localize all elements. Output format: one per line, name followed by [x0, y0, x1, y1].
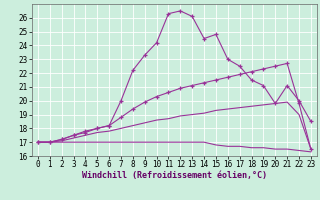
X-axis label: Windchill (Refroidissement éolien,°C): Windchill (Refroidissement éolien,°C): [82, 171, 267, 180]
